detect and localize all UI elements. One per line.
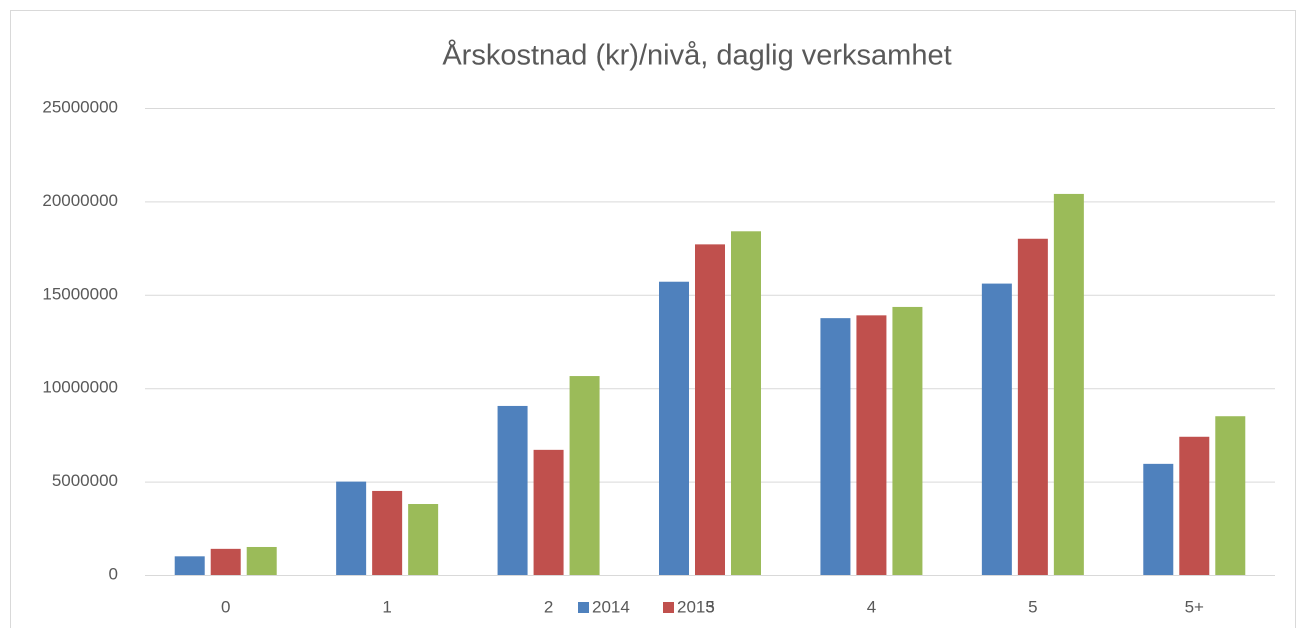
bar xyxy=(1053,193,1084,576)
bar xyxy=(372,490,403,575)
y-tick-label: 0 xyxy=(109,564,118,583)
x-tick-label: 5 xyxy=(1028,597,1037,616)
bar xyxy=(408,504,439,575)
bar xyxy=(1017,238,1048,575)
legend-label: 2014 xyxy=(592,597,630,616)
chart-title: Årskostnad (kr)/nivå, daglig verksamhet xyxy=(442,39,951,72)
y-tick-label: 20000000 xyxy=(42,191,118,210)
y-tick-label: 15000000 xyxy=(42,284,118,303)
bar xyxy=(174,556,205,575)
x-tick-label: 3 xyxy=(705,597,714,616)
bar xyxy=(892,306,923,575)
legend-label: 2015 xyxy=(677,597,715,616)
bar xyxy=(820,318,851,575)
y-tick-label: 25000000 xyxy=(42,97,118,116)
bar xyxy=(569,376,600,575)
bar xyxy=(533,449,564,575)
bar xyxy=(731,231,761,575)
x-tick-label: 4 xyxy=(867,597,876,616)
chart-border xyxy=(10,10,1296,628)
bar xyxy=(1143,463,1174,575)
legend-swatch xyxy=(663,602,674,613)
x-tick-label: 5+ xyxy=(1185,597,1204,616)
bar xyxy=(210,548,241,575)
bar xyxy=(659,281,689,575)
bar xyxy=(246,546,277,575)
bar xyxy=(1179,436,1210,575)
bar xyxy=(981,283,1012,575)
x-tick-label: 1 xyxy=(382,597,391,616)
legend-swatch xyxy=(578,602,589,613)
bar xyxy=(336,481,367,575)
x-tick-label: 0 xyxy=(221,597,230,616)
y-tick-label: 10000000 xyxy=(42,378,118,397)
x-tick-label: 2 xyxy=(544,597,553,616)
bar xyxy=(856,315,887,575)
bar xyxy=(497,405,528,575)
bar xyxy=(1215,416,1246,575)
bar xyxy=(695,244,725,575)
y-tick-label: 5000000 xyxy=(52,471,118,490)
